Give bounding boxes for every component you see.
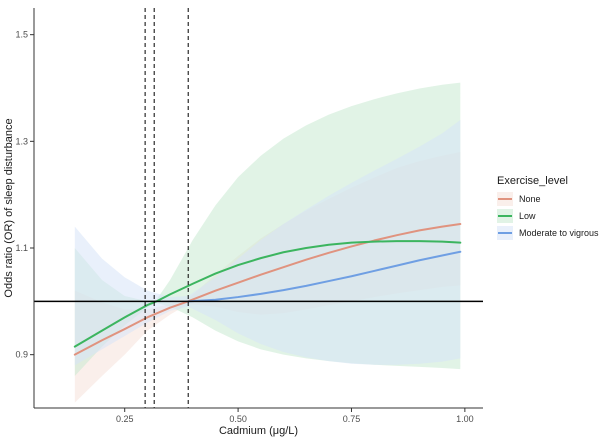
reference-lines bbox=[34, 8, 483, 408]
legend-label: None bbox=[519, 194, 541, 204]
x-tick-label: 0.25 bbox=[116, 414, 134, 424]
legend: Exercise_level None Low Moderate to vigrou… bbox=[497, 175, 599, 240]
legend-title: Exercise_level bbox=[497, 175, 568, 187]
series-line-2 bbox=[187, 250, 462, 303]
x-tick-label: 0.50 bbox=[229, 414, 247, 424]
y-axis-title: Odds ratio (OR) of sleep disturbance bbox=[3, 118, 15, 297]
y-tick-label: 0.9 bbox=[15, 350, 28, 360]
confidence-bands bbox=[74, 82, 461, 403]
x-tick-label: 0.75 bbox=[343, 414, 361, 424]
x-axis-title: Cadmium (μg/L) bbox=[219, 425, 298, 437]
y-tick-label: 1.1 bbox=[15, 243, 28, 253]
y-tick-label: 1.5 bbox=[15, 30, 28, 40]
legend-label: Moderate to vigrous bbox=[519, 228, 599, 238]
series-lines bbox=[73, 223, 462, 356]
axis-ticks: 0.25 0.50 0.75 1.00 0.9 1.1 1.3 1.5 bbox=[15, 30, 473, 424]
y-tick-label: 1.3 bbox=[15, 136, 28, 146]
x-tick-label: 1.00 bbox=[456, 414, 474, 424]
ci-band-series-2 bbox=[188, 120, 461, 365]
axes bbox=[33, 8, 483, 409]
series-line-0 bbox=[73, 223, 462, 356]
legend-label: Low bbox=[519, 211, 536, 221]
series-line-1 bbox=[73, 240, 462, 348]
